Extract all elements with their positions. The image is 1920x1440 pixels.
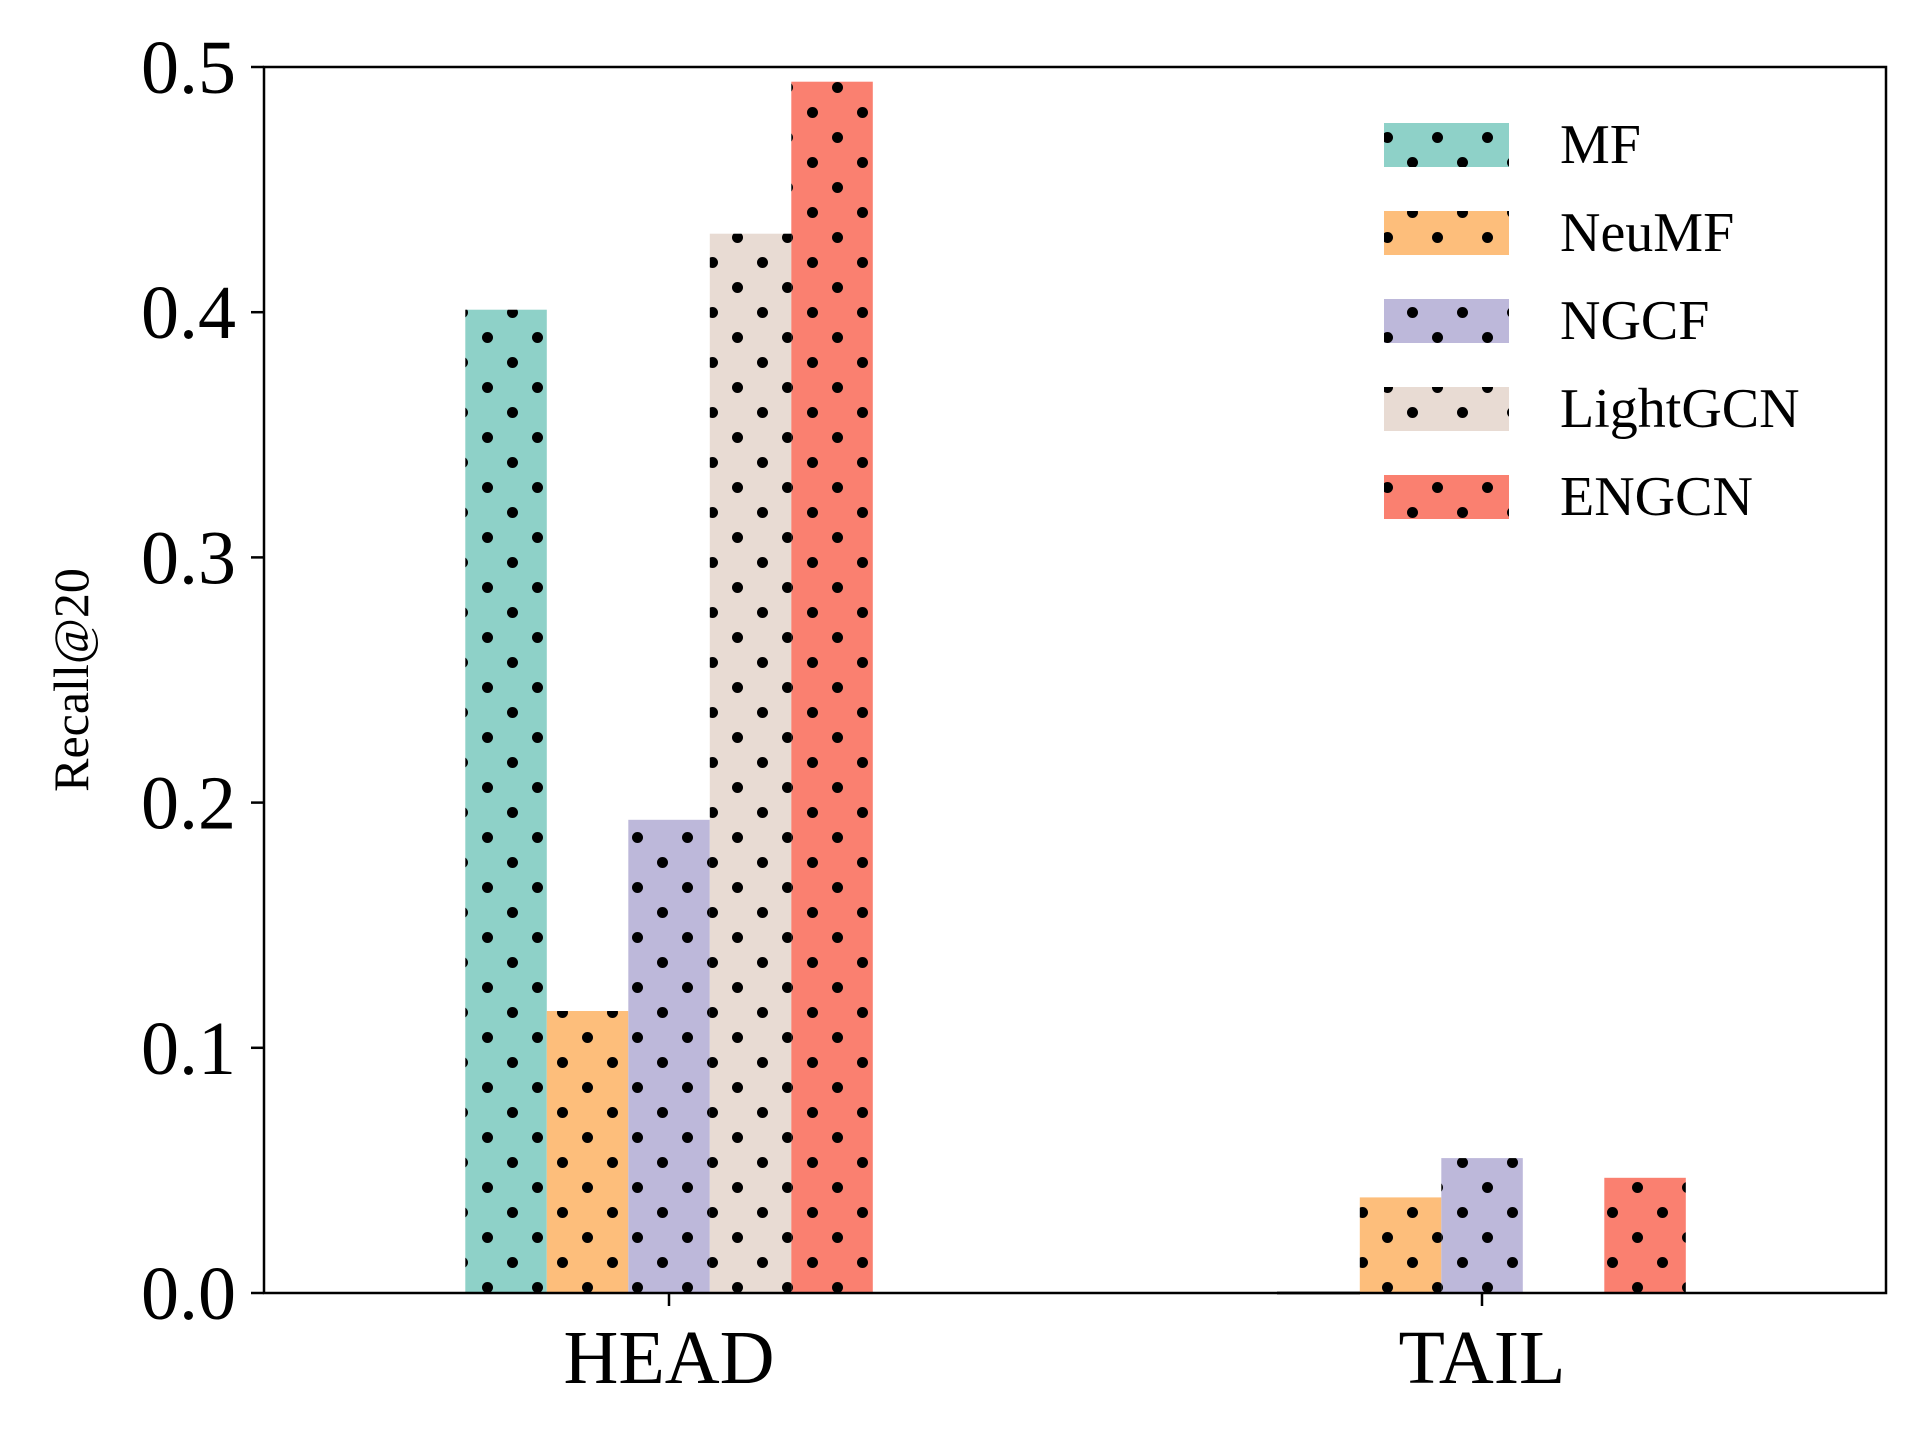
- bar-lightgcn-head: [709, 233, 792, 1294]
- legend-label-mf: MF: [1560, 114, 1641, 176]
- x-axis: HEAD TAIL: [563, 1293, 1565, 1400]
- legend-swatch-lightgcn: [1384, 387, 1509, 431]
- legend-label-engcn: ENGCN: [1560, 466, 1753, 528]
- bar-ngcf-tail: [1441, 1158, 1523, 1293]
- legend-swatch-ngcf: [1384, 299, 1509, 343]
- legend-swatch-engcn: [1384, 475, 1509, 519]
- legend-swatch-mf: [1384, 123, 1509, 167]
- bar-mf-head: [465, 309, 547, 1293]
- legend-label-ngcf: NGCF: [1560, 290, 1709, 352]
- y-tick-label: 0.2: [141, 762, 236, 846]
- x-tick-label: TAIL: [1399, 1316, 1566, 1400]
- y-axis-label: Recall@20: [43, 568, 99, 792]
- bar-neumf-head: [546, 1011, 629, 1293]
- legend-swatch-neumf: [1384, 211, 1509, 255]
- bar-engcn-tail: [1604, 1177, 1686, 1293]
- bar-engcn-head: [791, 81, 873, 1294]
- y-axis: 0.0 0.1 0.2 0.3 0.4 0.5: [141, 26, 264, 1336]
- y-tick-label: 0.4: [141, 271, 236, 355]
- bar-ngcf-head: [628, 819, 710, 1293]
- bar-neumf-tail: [1359, 1197, 1442, 1293]
- y-tick-label: 0.3: [141, 516, 236, 600]
- legend-label-lightgcn: LightGCN: [1560, 378, 1800, 440]
- y-tick-label: 0.5: [141, 26, 236, 110]
- bars-layer: [465, 81, 1686, 1295]
- y-tick-label: 0.0: [141, 1252, 236, 1336]
- x-tick-label: HEAD: [563, 1316, 774, 1400]
- plot-frame: [262, 65, 1888, 1295]
- legend-label-neumf: NeuMF: [1560, 202, 1734, 264]
- legend: MF NeuMF NGCF LightGCN ENGCN: [1384, 114, 1800, 528]
- y-tick-label: 0.1: [141, 1007, 236, 1091]
